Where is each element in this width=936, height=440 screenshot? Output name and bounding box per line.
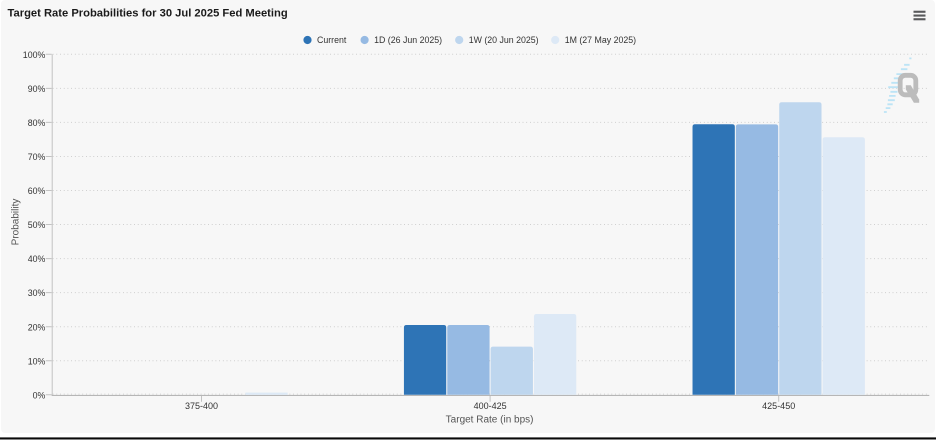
svg-text:425-450: 425-450 <box>762 401 795 411</box>
svg-text:70%: 70% <box>28 152 46 162</box>
svg-text:Current: Current <box>317 35 347 45</box>
svg-text:10%: 10% <box>28 356 46 366</box>
svg-text:Target Rate Probabilities for: Target Rate Probabilities for 30 Jul 202… <box>8 8 288 20</box>
svg-text:1D (26 Jun 2025): 1D (26 Jun 2025) <box>374 35 442 45</box>
svg-text:80%: 80% <box>28 118 46 128</box>
svg-text:1M (27 May 2025): 1M (27 May 2025) <box>565 35 636 45</box>
svg-text:100%: 100% <box>23 50 46 60</box>
svg-text:Probability: Probability <box>10 199 21 246</box>
svg-text:0%: 0% <box>33 390 46 400</box>
svg-text:90%: 90% <box>28 84 46 94</box>
svg-text:60%: 60% <box>28 186 46 196</box>
svg-text:375-400: 375-400 <box>185 401 218 411</box>
svg-text:40%: 40% <box>28 254 46 264</box>
svg-text:400-425: 400-425 <box>474 401 507 411</box>
svg-text:Target Rate (in bps): Target Rate (in bps) <box>446 415 534 426</box>
svg-text:1W (20 Jun 2025): 1W (20 Jun 2025) <box>469 35 539 45</box>
svg-text:50%: 50% <box>28 220 46 230</box>
svg-text:30%: 30% <box>28 288 46 298</box>
svg-text:20%: 20% <box>28 322 46 332</box>
